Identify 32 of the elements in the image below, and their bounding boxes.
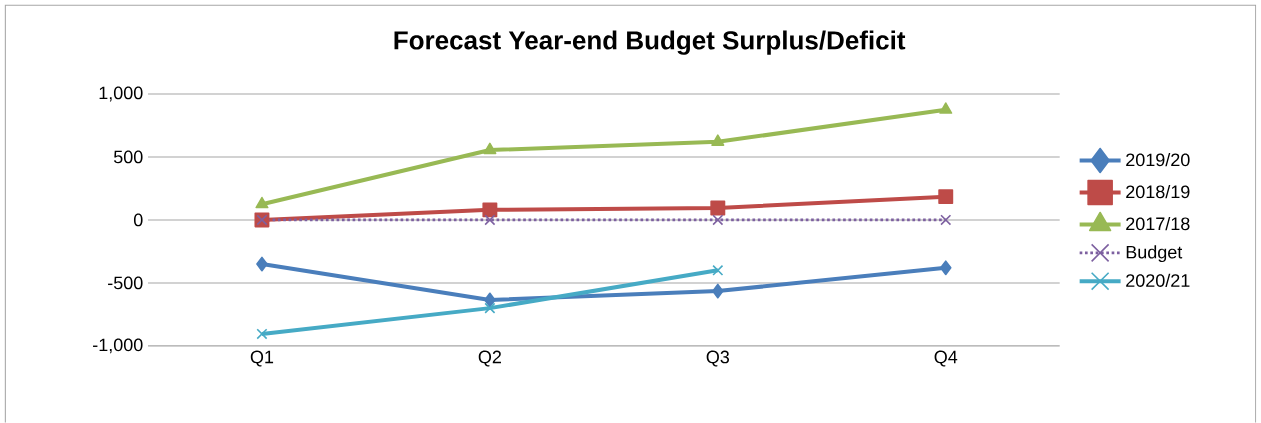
point (256, 328, 268, 340)
point (712, 265, 724, 277)
point (484, 302, 496, 314)
legend-label: Budget (1126, 245, 1183, 263)
legend-label: 2018/19 (1126, 185, 1190, 199)
point (483, 142, 497, 155)
point (482, 202, 498, 218)
x-tick-label: Q3 (706, 350, 730, 367)
chart-title: Forecast Year-end Budget Surplus/Deficit (394, 30, 906, 56)
point (484, 292, 496, 308)
point (484, 214, 496, 226)
point (710, 200, 726, 216)
x-tick-label: Q4 (934, 350, 958, 367)
point (939, 260, 952, 276)
legend-label: 2020/21 (1126, 273, 1190, 288)
point (712, 214, 724, 226)
point (940, 214, 952, 226)
y-tick-label: 500 (113, 150, 143, 164)
point (938, 189, 954, 205)
point (256, 256, 268, 272)
x-tick-label: Q1 (250, 350, 274, 367)
y-tick-label: -1,000 (93, 338, 143, 354)
x-tick-label: Q2 (478, 350, 501, 367)
point (255, 196, 269, 209)
y-tick-label: -500 (108, 276, 143, 290)
y-tick-label: 1,000 (99, 86, 143, 102)
point (712, 283, 724, 299)
legend-label: 2019/20 (1126, 153, 1190, 167)
point (939, 102, 953, 115)
legend-label: 2017/18 (1126, 217, 1190, 231)
y-tick-label: 0 (133, 213, 143, 227)
point (711, 134, 725, 147)
